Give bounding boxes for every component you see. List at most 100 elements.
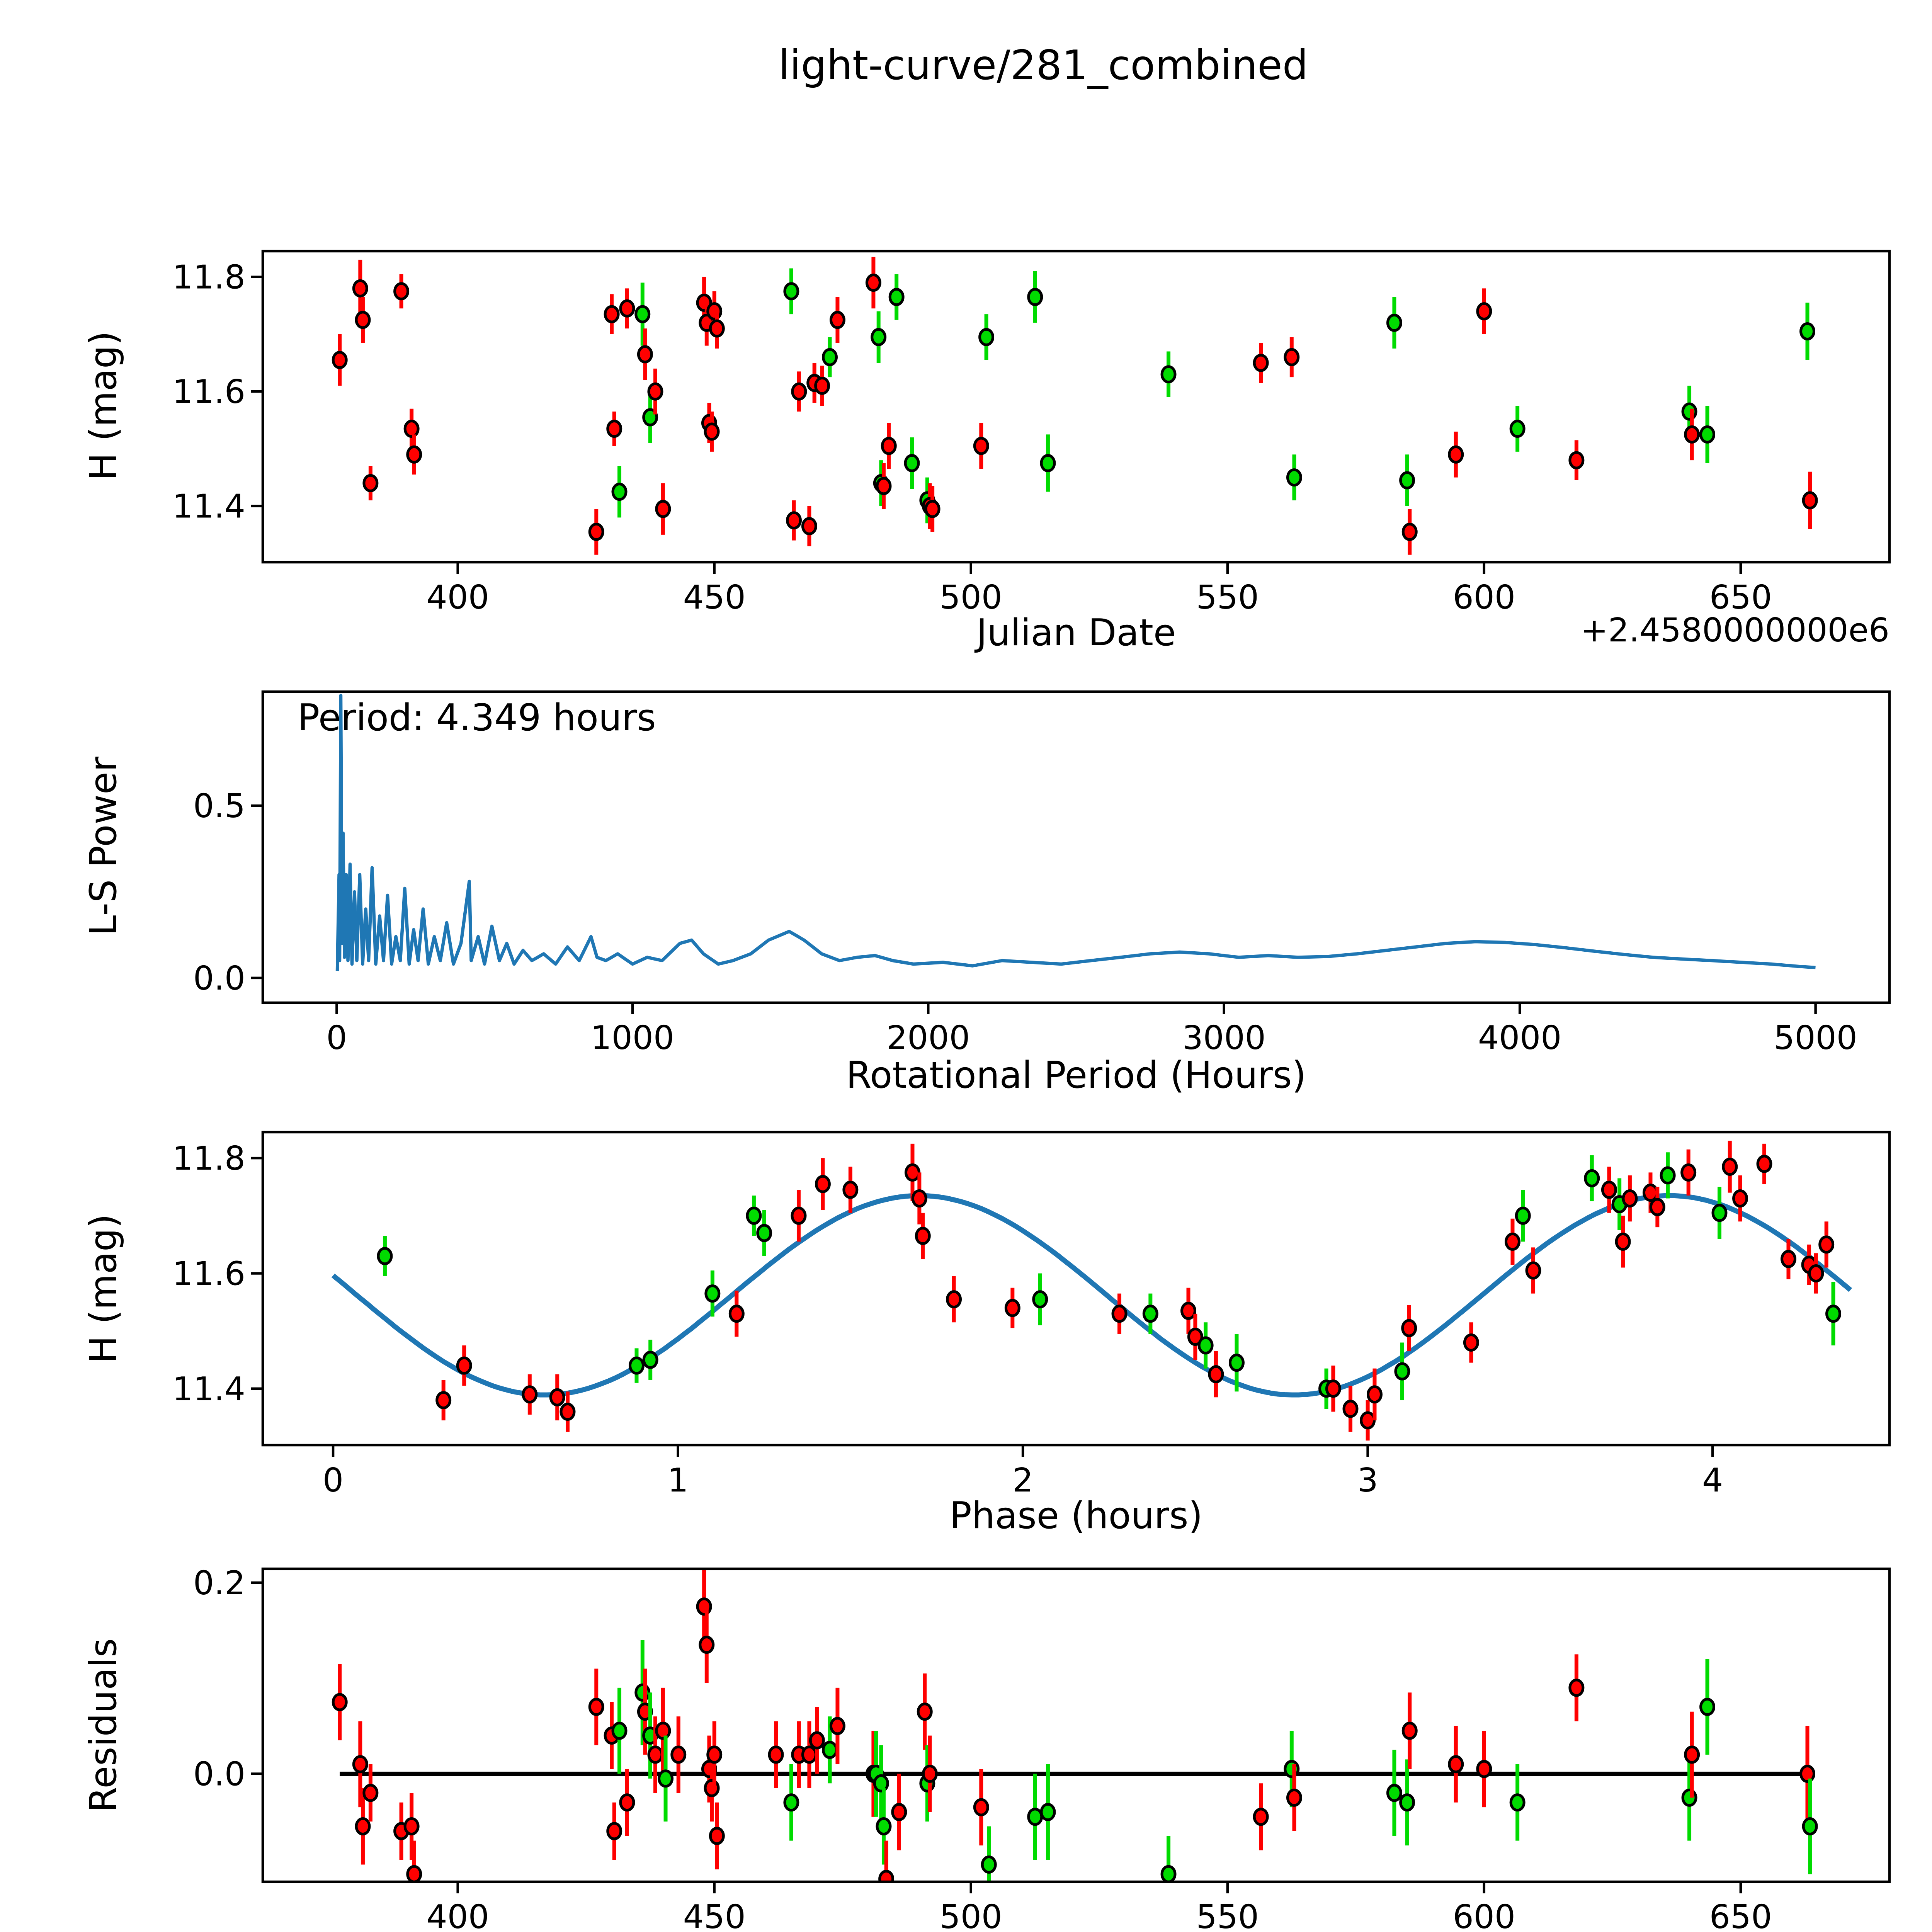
data-point <box>709 319 725 338</box>
data-point <box>611 483 628 501</box>
panel1-ylabel: H (mag) <box>83 331 126 481</box>
y-tick-label: 11.8 <box>172 1139 245 1178</box>
axes-frame <box>261 690 1891 1004</box>
data-point <box>791 382 807 401</box>
x-tick-label: 4 <box>1702 1461 1723 1500</box>
y-tick-label: 0.0 <box>193 1755 245 1794</box>
data-point <box>801 517 817 536</box>
data-point <box>658 1769 674 1788</box>
data-point <box>362 1784 379 1802</box>
data-point <box>704 1779 720 1798</box>
data-point <box>1515 1206 1531 1225</box>
data-point <box>1160 365 1177 384</box>
data-point <box>801 1745 817 1764</box>
data-point <box>393 282 410 301</box>
data-point <box>1004 1299 1020 1317</box>
data-point <box>1027 288 1043 306</box>
data-point <box>522 1385 538 1404</box>
data-point <box>1366 1385 1383 1404</box>
data-point <box>1818 1235 1835 1254</box>
data-point <box>1615 1232 1631 1251</box>
data-point <box>1780 1250 1796 1268</box>
data-point <box>1802 1817 1818 1836</box>
data-point <box>1228 1354 1245 1372</box>
data-point <box>1027 1808 1043 1826</box>
data-point <box>1799 322 1816 341</box>
data-point <box>814 376 830 395</box>
data-point <box>829 311 845 329</box>
data-point <box>1799 1765 1816 1783</box>
panel-4-data <box>332 1569 1818 1882</box>
data-point <box>1284 348 1300 366</box>
x-tick-label: 400 <box>427 1898 489 1932</box>
data-point <box>1187 1328 1203 1346</box>
data-point <box>1525 1261 1541 1280</box>
data-point <box>403 420 420 438</box>
data-point <box>362 474 379 492</box>
data-point <box>637 345 653 364</box>
data-point <box>704 422 720 441</box>
data-point <box>1642 1184 1658 1202</box>
data-point <box>1399 471 1415 490</box>
data-point <box>905 1163 921 1182</box>
data-point <box>842 1180 859 1199</box>
data-point <box>352 1755 368 1774</box>
x-tick-label: 4000 <box>1478 1019 1561 1057</box>
data-point <box>696 1597 712 1616</box>
y-tick-label: 11.6 <box>172 1255 245 1293</box>
data-point <box>1509 420 1526 438</box>
data-point <box>1448 445 1464 464</box>
x-tick-label: 2000 <box>886 1019 970 1057</box>
x-tick-label: 600 <box>1453 1898 1515 1932</box>
data-point <box>1142 1304 1158 1323</box>
data-point <box>1253 354 1269 372</box>
data-point <box>746 1206 762 1225</box>
data-point <box>1342 1400 1359 1418</box>
axes-frame <box>261 1131 1891 1447</box>
data-point <box>706 302 723 321</box>
data-point <box>406 1865 422 1882</box>
data-point <box>699 1636 715 1654</box>
data-point <box>588 522 604 541</box>
data-point <box>1360 1411 1376 1430</box>
data-point <box>1509 1793 1526 1812</box>
x-tick-label: 550 <box>1196 578 1259 617</box>
x-tick-label: 650 <box>1709 578 1772 617</box>
x-tick-label: 3 <box>1357 1461 1378 1500</box>
data-point <box>606 1822 622 1840</box>
data-point <box>1711 1204 1728 1222</box>
data-point <box>1649 1198 1665 1216</box>
data-point <box>1568 451 1585 469</box>
x-tick-label: 500 <box>940 578 1002 617</box>
data-point <box>1684 1745 1700 1764</box>
data-point <box>670 1745 687 1764</box>
data-point <box>1722 1158 1738 1176</box>
panel-3-data <box>331 1141 1852 1441</box>
data-point <box>1681 402 1697 421</box>
data-point <box>704 1284 721 1303</box>
data-point <box>873 1774 889 1793</box>
data-point <box>1286 468 1302 487</box>
data-point <box>1601 1180 1617 1199</box>
data-point <box>1660 1166 1676 1185</box>
x-tick-label: 2 <box>1012 1461 1033 1500</box>
data-point <box>647 382 663 401</box>
x-tick-label: 0 <box>323 1461 344 1500</box>
data-point <box>876 1817 892 1836</box>
data-point <box>1680 1163 1697 1182</box>
data-point <box>709 1827 725 1845</box>
panel1-xlabel: Julian Date <box>976 612 1176 655</box>
data-point <box>876 477 892 495</box>
data-point <box>604 305 620 323</box>
data-point <box>881 437 897 455</box>
data-point <box>1756 1155 1772 1173</box>
data-point <box>1808 1264 1824 1282</box>
data-point <box>1386 313 1402 332</box>
period-annotation: Period: 4.349 hours <box>298 697 656 740</box>
data-point <box>1180 1301 1197 1320</box>
data-point <box>560 1402 576 1421</box>
data-point <box>1399 1793 1415 1812</box>
data-point <box>1401 1721 1418 1740</box>
data-point <box>332 1693 348 1711</box>
data-point <box>619 299 635 318</box>
